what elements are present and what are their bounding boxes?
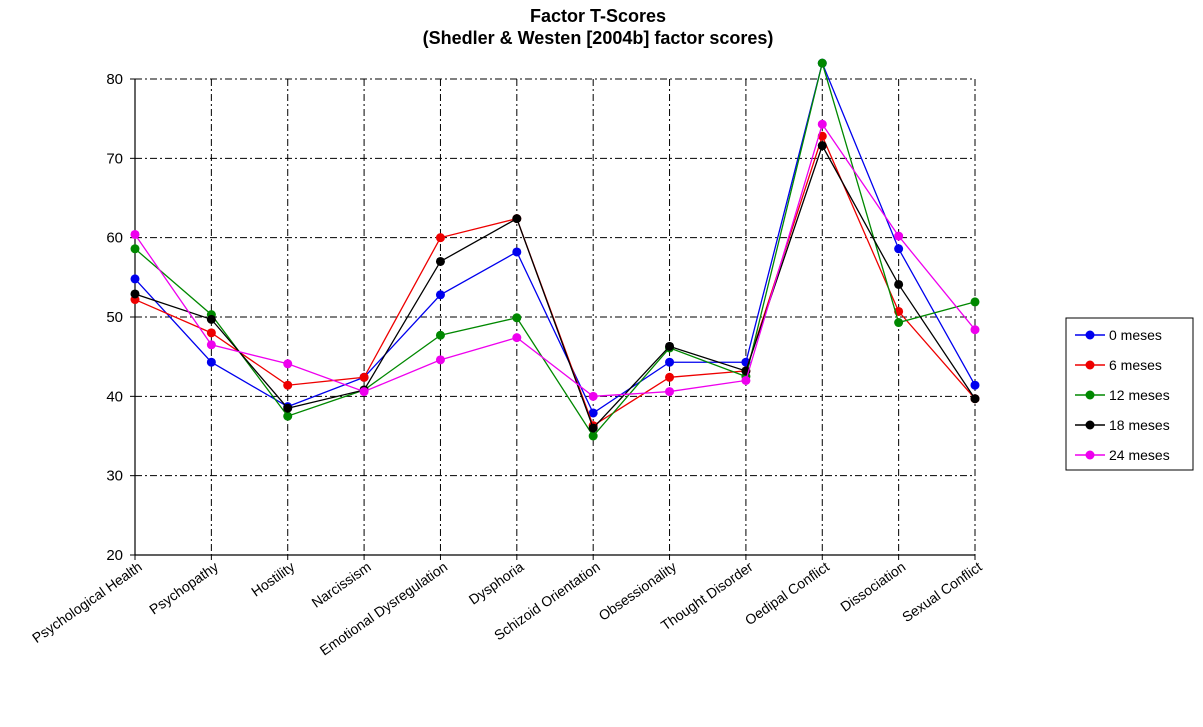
data-point xyxy=(665,357,675,367)
y-tick-label: 60 xyxy=(106,230,123,247)
data-point xyxy=(894,318,904,328)
x-tick-label: Psychopathy xyxy=(146,558,221,617)
legend-label: 24 meses xyxy=(1109,447,1170,463)
legend-label: 6 meses xyxy=(1109,357,1162,373)
series-line xyxy=(134,144,976,430)
data-point xyxy=(512,214,522,224)
x-tick-label: Oedipal Conflict xyxy=(742,558,832,628)
data-point xyxy=(665,387,675,397)
y-tick-label: 20 xyxy=(106,547,123,564)
data-point xyxy=(970,297,980,307)
x-tick-label: Emotional Dysregulation xyxy=(317,558,450,658)
data-point xyxy=(512,247,522,257)
series-line xyxy=(134,122,976,397)
data-point xyxy=(665,372,675,382)
series-3 xyxy=(130,141,980,433)
data-point xyxy=(970,380,980,390)
data-point xyxy=(588,431,598,441)
data-point xyxy=(970,394,980,404)
data-point xyxy=(588,423,598,433)
y-tick-label: 50 xyxy=(106,309,123,326)
data-point xyxy=(741,375,751,385)
data-point xyxy=(894,231,904,241)
x-tick-label: Psychological Health xyxy=(29,558,145,646)
y-tick-label: 70 xyxy=(106,150,123,167)
data-point xyxy=(894,244,904,254)
legend-marker xyxy=(1085,450,1095,460)
data-point xyxy=(359,372,369,382)
y-tick-label: 40 xyxy=(106,388,123,405)
data-point xyxy=(817,141,827,151)
data-point xyxy=(435,256,445,266)
x-tick-label: Dysphoria xyxy=(466,558,527,607)
data-point xyxy=(512,333,522,343)
legend-label: 18 meses xyxy=(1109,417,1170,433)
data-point xyxy=(665,341,675,351)
legend-marker xyxy=(1085,360,1095,370)
legend-marker xyxy=(1085,330,1095,340)
y-tick-label: 30 xyxy=(106,468,123,485)
data-point xyxy=(435,233,445,243)
data-point xyxy=(206,340,216,350)
data-point xyxy=(435,355,445,365)
legend-label: 12 meses xyxy=(1109,387,1170,403)
data-point xyxy=(435,330,445,340)
data-point xyxy=(435,290,445,300)
grid-lines xyxy=(135,78,976,555)
legend-label: 0 meses xyxy=(1109,327,1162,343)
data-point xyxy=(970,325,980,335)
data-point xyxy=(206,328,216,338)
x-tick-labels: Psychological Health Psychopathy Hostility… xyxy=(29,555,985,658)
x-tick-label: Narcissism xyxy=(309,558,374,610)
data-point xyxy=(130,229,140,239)
data-point xyxy=(283,359,293,369)
data-point xyxy=(817,58,827,68)
data-point xyxy=(283,380,293,390)
legend: 0 meses 6 meses 12 meses 18 meses 24 meses xyxy=(1065,317,1194,471)
series-4 xyxy=(130,119,980,401)
data-point xyxy=(588,391,598,401)
data-point xyxy=(130,244,140,254)
data-point xyxy=(206,357,216,367)
data-point xyxy=(130,289,140,299)
chart-title: Factor T-Scores xyxy=(530,6,666,26)
y-tick-labels: 20 30 40 50 60 70 80 xyxy=(106,71,135,564)
data-point xyxy=(130,274,140,284)
y-tick-label: 80 xyxy=(106,71,123,88)
data-point xyxy=(283,411,293,421)
legend-marker xyxy=(1085,420,1095,430)
x-tick-label: Dissociation xyxy=(837,558,908,614)
data-point xyxy=(894,279,904,289)
data-point xyxy=(588,408,598,418)
data-point xyxy=(512,313,522,323)
data-point xyxy=(359,387,369,397)
x-tick-label: Sexual Conflict xyxy=(899,558,985,625)
data-point xyxy=(206,314,216,324)
data-point xyxy=(817,119,827,129)
chart-subtitle: (Shedler & Westen [2004b] factor scores) xyxy=(423,28,774,48)
legend-marker xyxy=(1085,390,1095,400)
series-line xyxy=(134,60,976,438)
data-point xyxy=(283,403,293,413)
data-series xyxy=(130,58,980,441)
x-tick-label: Hostility xyxy=(248,558,297,599)
